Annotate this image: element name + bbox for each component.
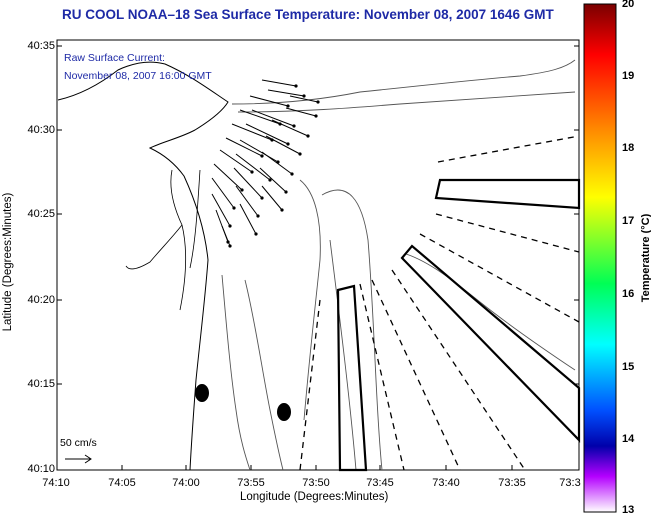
x-tick-label: 74:10: [42, 477, 70, 489]
plot-frame: [56, 39, 580, 471]
x-tick-label: 73:50: [302, 477, 330, 489]
y-tick-label: 40:25: [27, 208, 55, 220]
colorbar: [583, 3, 617, 513]
x-tick-label: 73:45: [366, 477, 394, 489]
y-tick-label: 40:20: [27, 294, 55, 306]
colorbar-tick-label: 15: [622, 361, 635, 373]
colorbar-tick-label: 16: [622, 288, 635, 300]
y-tick-label: 40:35: [27, 40, 55, 52]
x-tick-label: 74:05: [108, 477, 136, 489]
y-tick-label: 40:30: [27, 124, 55, 136]
x-tick-label: 73:40: [432, 477, 460, 489]
y-tick-label: 40:15: [27, 378, 55, 390]
colorbar-tick-label: 13: [622, 504, 635, 516]
colorbar-tick-label: 20: [622, 0, 635, 10]
current-note-line2: November 08, 2007 16:00 GMT: [64, 70, 212, 82]
station-marker: [195, 384, 209, 402]
station-marker: [277, 403, 291, 421]
x-tick-label: 73:3: [559, 477, 581, 489]
current-vector-heads: [226, 84, 320, 248]
inland-waterway: [125, 169, 201, 311]
y-tick-marks: [57, 45, 579, 385]
x-tick-label: 74:00: [172, 477, 200, 489]
x-tick-marks: [121, 465, 513, 470]
coastline: [57, 61, 229, 471]
scale-label: 50 cm/s: [60, 437, 97, 449]
bathymetry-contours: [221, 59, 576, 471]
y-axis-title: Latitude (Degrees:Minutes): [2, 192, 14, 332]
x-tick-label: 73:55: [237, 477, 265, 489]
current-note-line1: Raw Surface Current:: [64, 52, 165, 64]
colorbar-tick-label: 14: [622, 433, 635, 445]
x-axis-title: Longitude (Degrees:Minutes): [240, 491, 389, 503]
y-tick-label: 40:10: [27, 463, 55, 475]
map-title: RU COOL NOAA–18 Sea Surface Temperature:…: [62, 7, 554, 22]
colorbar-tick-label: 19: [622, 70, 635, 82]
colorbar-tick-label: 17: [622, 215, 635, 227]
scale-arrow: [65, 454, 92, 464]
dashed-transects: [299, 135, 580, 471]
colorbar-tick-label: 18: [622, 142, 635, 154]
x-tick-label: 73:35: [498, 477, 526, 489]
channel-outlines: [336, 178, 581, 472]
colorbar-title: Temperature (°C): [640, 213, 651, 303]
